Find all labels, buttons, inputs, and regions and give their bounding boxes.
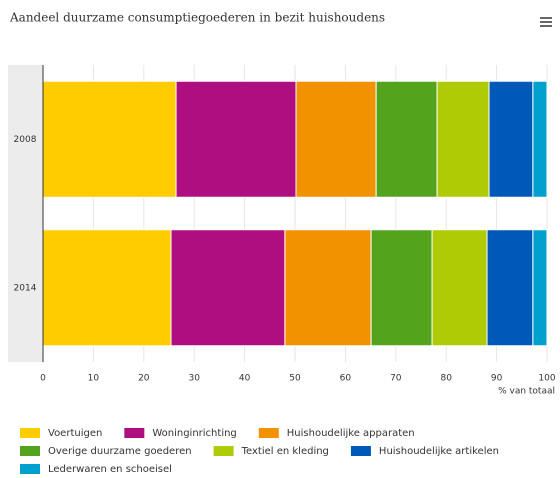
bar-segment — [488, 80, 534, 198]
legend-label: Textiel en kleding — [241, 446, 329, 457]
legend-label: Huishoudelijke apparaten — [287, 428, 415, 439]
bar-segment — [295, 80, 377, 198]
x-axis-label: % van totaal — [498, 387, 555, 397]
legend-label: Huishoudelijke artikelen — [379, 446, 499, 457]
bar-segment — [42, 80, 177, 198]
menu-icon[interactable] — [540, 17, 552, 27]
bar-segment — [284, 229, 372, 347]
x-tick-label: 100 — [538, 374, 555, 384]
legend-swatch — [213, 446, 234, 456]
x-tick-label: 10 — [88, 374, 100, 384]
menu-bar — [540, 25, 552, 27]
legend-swatch — [20, 428, 40, 438]
x-tick-label: 40 — [239, 374, 251, 384]
x-tick-label: 30 — [188, 374, 200, 384]
x-tick-label: 0 — [40, 374, 46, 384]
legend-swatch — [20, 446, 40, 456]
bar-segment — [170, 229, 286, 347]
category-panel — [8, 65, 43, 362]
x-tick-label: 20 — [138, 374, 150, 384]
x-tick-label: 50 — [289, 374, 301, 384]
y-tick-label: 2008 — [14, 135, 37, 145]
legend-swatch — [350, 446, 371, 456]
bar-segment — [532, 229, 548, 347]
legend-label: Woninginrichting — [152, 428, 236, 439]
legend-label: Overige duurzame goederen — [48, 446, 192, 457]
menu-bar — [540, 21, 552, 23]
legend-label: Lederwaren en schoeisel — [48, 464, 172, 475]
legend-swatch — [258, 428, 279, 438]
bar-segment — [532, 80, 548, 198]
legend-swatch — [20, 464, 40, 474]
bar-segment — [486, 229, 534, 347]
legend-label: Voertuigen — [48, 428, 102, 439]
x-tick-label: 70 — [390, 374, 402, 384]
bar-segment — [375, 80, 438, 198]
bar-segment — [42, 229, 172, 347]
bar-segment — [436, 80, 490, 198]
bar-segment — [175, 80, 297, 198]
y-tick-label: 2014 — [14, 283, 37, 293]
menu-bar — [540, 17, 552, 19]
chart-title: Aandeel duurzame consumptiegoederen in b… — [9, 11, 385, 25]
x-tick-label: 60 — [340, 374, 352, 384]
x-tick-label: 90 — [491, 374, 503, 384]
x-tick-label: 80 — [440, 374, 452, 384]
legend-swatch — [124, 428, 145, 438]
bar-segment — [370, 229, 433, 347]
bar-segment — [431, 229, 488, 347]
